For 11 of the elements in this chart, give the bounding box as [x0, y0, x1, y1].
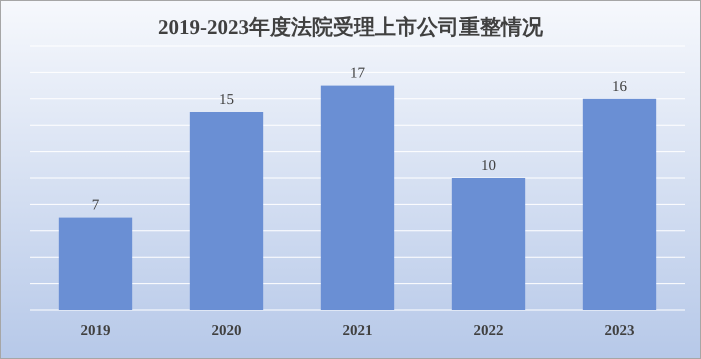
x-tick-label: 2023	[604, 323, 634, 339]
x-tick-label: 2022	[474, 323, 504, 339]
data-label: 7	[92, 198, 100, 214]
data-label: 16	[612, 78, 628, 95]
data-label: 17	[350, 66, 366, 82]
data-label: 15	[219, 92, 234, 108]
x-tick-label: 2019	[80, 323, 110, 339]
x-tick-label: 2020	[212, 323, 242, 339]
data-label: 10	[481, 158, 496, 174]
x-tick-label: 2021	[342, 323, 372, 339]
chart-title: 2019-2023年度法院受理上市公司重整情况	[158, 15, 544, 39]
